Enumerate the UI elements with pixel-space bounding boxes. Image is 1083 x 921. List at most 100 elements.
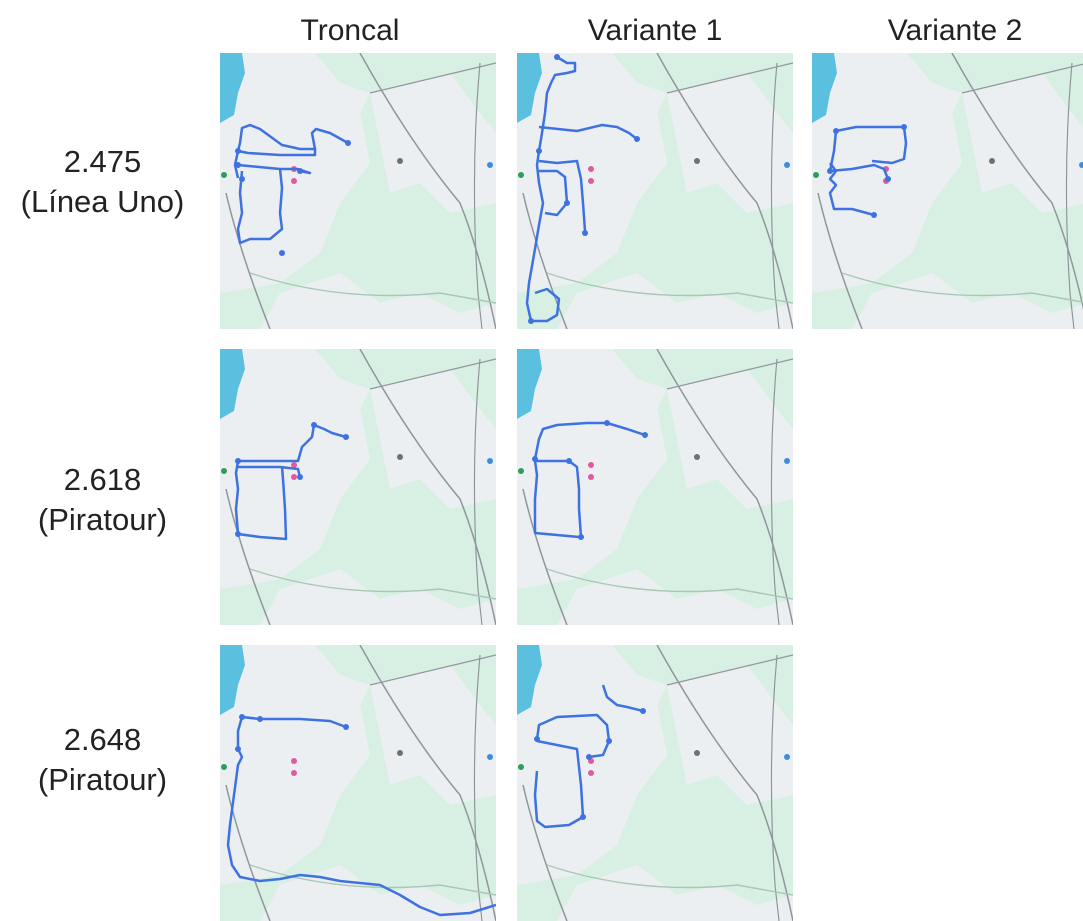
place-marker (1079, 162, 1083, 168)
water-body (220, 645, 245, 715)
route-stops (827, 124, 907, 218)
urban-area (667, 73, 793, 213)
place-marker (694, 750, 700, 756)
place-marker (397, 454, 403, 460)
urban-area (220, 645, 370, 885)
water-body (517, 349, 542, 419)
urban-area (557, 569, 793, 625)
column-header-troncal: Troncal (300, 14, 400, 47)
route-path (533, 421, 646, 539)
road (249, 568, 496, 600)
map-2618-variante-1 (517, 349, 793, 625)
place-marker (487, 162, 493, 168)
urban-area (667, 369, 793, 509)
place-marker (989, 158, 995, 164)
place-marker (291, 758, 297, 764)
row-label-2475: 2.475 (Línea Uno) (0, 142, 205, 222)
row-label-2618: 2.618 (Piratour) (0, 460, 205, 540)
route-operator: (Piratour) (37, 762, 168, 797)
place-marker (221, 468, 227, 474)
route-stops (532, 420, 648, 540)
road (656, 53, 793, 329)
route-stops (235, 140, 351, 256)
urban-area (517, 53, 667, 293)
road (546, 272, 793, 304)
column-header-variante-1: Variante 1 (587, 14, 723, 47)
place-marker (694, 454, 700, 460)
road (666, 654, 793, 686)
map-background (517, 349, 793, 625)
road (546, 864, 793, 896)
water-body (220, 53, 245, 123)
urban-area (962, 73, 1083, 213)
place-marker (397, 158, 403, 164)
urban-area (370, 73, 496, 213)
route-stops (235, 714, 349, 752)
water-body (517, 53, 542, 123)
road (656, 349, 793, 625)
road (817, 192, 863, 329)
urban-area (852, 273, 1083, 329)
place-marker (397, 750, 403, 756)
road (951, 53, 1083, 310)
water-body (812, 53, 837, 123)
place-marker (487, 458, 493, 464)
road (656, 645, 793, 921)
road (359, 645, 496, 921)
route-path (525, 55, 638, 323)
place-marker (221, 764, 227, 770)
map-2648-troncal (220, 645, 496, 921)
urban-area (667, 665, 793, 805)
road (522, 488, 568, 625)
road (770, 62, 780, 329)
route-code: 2.618 (63, 462, 142, 497)
map-background (220, 349, 496, 625)
place-marker (784, 162, 790, 168)
road (359, 53, 496, 329)
column-header-variante-2: Variante 2 (887, 14, 1023, 47)
road (225, 192, 271, 329)
road (473, 62, 483, 329)
road (225, 784, 271, 921)
road (770, 358, 780, 625)
road (369, 654, 496, 686)
road (522, 784, 568, 921)
road (1065, 62, 1075, 329)
route-path (234, 423, 347, 541)
urban-area (557, 865, 793, 921)
road (666, 62, 793, 94)
road (546, 568, 793, 600)
route-path (226, 715, 496, 917)
map-2475-variante-2 (812, 53, 1083, 329)
urban-area (260, 569, 496, 625)
place-marker (291, 474, 297, 480)
place-marker (291, 462, 297, 468)
place-marker (694, 158, 700, 164)
road (225, 488, 271, 625)
place-marker (518, 468, 524, 474)
road (473, 358, 483, 625)
urban-area (557, 273, 793, 329)
place-marker (588, 474, 594, 480)
urban-area (517, 349, 667, 589)
map-2618-troncal (220, 349, 496, 625)
route-operator: (Piratour) (37, 502, 168, 537)
place-marker (588, 178, 594, 184)
road (961, 63, 1083, 94)
map-2648-variante-1 (517, 645, 793, 921)
place-marker (487, 754, 493, 760)
place-marker (784, 754, 790, 760)
road (249, 272, 496, 304)
row-label-2648: 2.648 (Piratour) (0, 720, 205, 800)
road (841, 272, 1083, 303)
road (770, 654, 780, 921)
road (666, 358, 793, 390)
urban-area (370, 369, 496, 509)
map-background (517, 53, 793, 329)
urban-area (220, 53, 370, 293)
map-background (220, 53, 496, 329)
map-2475-variante-1 (517, 53, 793, 329)
urban-area (260, 273, 496, 329)
place-marker (291, 770, 297, 776)
urban-area (370, 665, 496, 805)
